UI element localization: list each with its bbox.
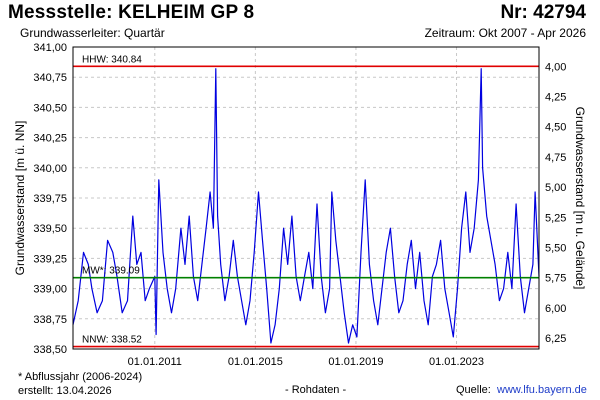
nnw-label: NNW: 338.52 bbox=[82, 335, 142, 346]
plot-frame bbox=[72, 46, 540, 350]
mean-label: MW*: 339.09 bbox=[82, 266, 140, 277]
x-tick-label: 01.01.2023 bbox=[429, 356, 484, 368]
period-label: Zeitraum: Okt 2007 - Apr 2026 bbox=[424, 26, 586, 40]
y2-tick-label: 5,00 bbox=[545, 182, 566, 194]
y-tick-label: 339,00 bbox=[33, 284, 67, 296]
y-tick-label: 338,50 bbox=[33, 344, 67, 356]
y-tick-label: 339,75 bbox=[33, 193, 67, 205]
y2-tick-label: 4,25 bbox=[545, 92, 566, 104]
y2-tick-label: 5,50 bbox=[545, 243, 566, 255]
y2-axis-title: Grundwasserstand [m u. Gelände] bbox=[573, 107, 587, 290]
y-tick-label: 340,25 bbox=[33, 133, 67, 145]
y2-tick-label: 5,75 bbox=[545, 273, 566, 285]
source-label: Quelle: bbox=[456, 384, 491, 396]
hhw-label: HHW: 340.84 bbox=[82, 54, 142, 65]
y2-tick-label: 4,50 bbox=[545, 122, 566, 134]
y-tick-label: 341,00 bbox=[33, 42, 67, 54]
created-date: erstellt: 13.04.2026 bbox=[18, 385, 112, 397]
y-axis-title: Grundwasserstand [m ü. NN] bbox=[13, 121, 27, 276]
y-tick-label: 339,50 bbox=[33, 223, 67, 235]
y2-tick-label: 5,25 bbox=[545, 212, 566, 224]
station-title: Messstelle: KELHEIM GP 8 bbox=[8, 2, 255, 23]
y-tick-label: 340,00 bbox=[33, 163, 67, 175]
station-number: Nr: 42794 bbox=[500, 2, 586, 23]
y2-tick-label: 6,00 bbox=[545, 303, 566, 315]
aquifer-label: Grundwasserleiter: Quartär bbox=[20, 26, 165, 40]
raw-data-note: - Rohdaten - bbox=[285, 384, 347, 396]
y2-tick-label: 6,25 bbox=[545, 333, 566, 345]
x-tick-label: 01.01.2011 bbox=[128, 356, 182, 368]
groundwater-level-line bbox=[72, 68, 540, 344]
footnote: * Abflussjahr (2006-2024) bbox=[18, 371, 143, 383]
y2-tick-label: 4,75 bbox=[545, 152, 566, 164]
y-tick-label: 340,75 bbox=[33, 72, 67, 84]
x-tick-label: 01.01.2015 bbox=[228, 356, 283, 368]
source-link[interactable]: www.lfu.bayern.de bbox=[497, 384, 587, 396]
y2-tick-label: 4,00 bbox=[545, 61, 566, 73]
y-tick-label: 339,25 bbox=[33, 253, 67, 265]
y-tick-label: 338,75 bbox=[33, 314, 67, 326]
x-tick-label: 01.01.2019 bbox=[328, 356, 383, 368]
y-tick-label: 340,50 bbox=[33, 102, 67, 114]
